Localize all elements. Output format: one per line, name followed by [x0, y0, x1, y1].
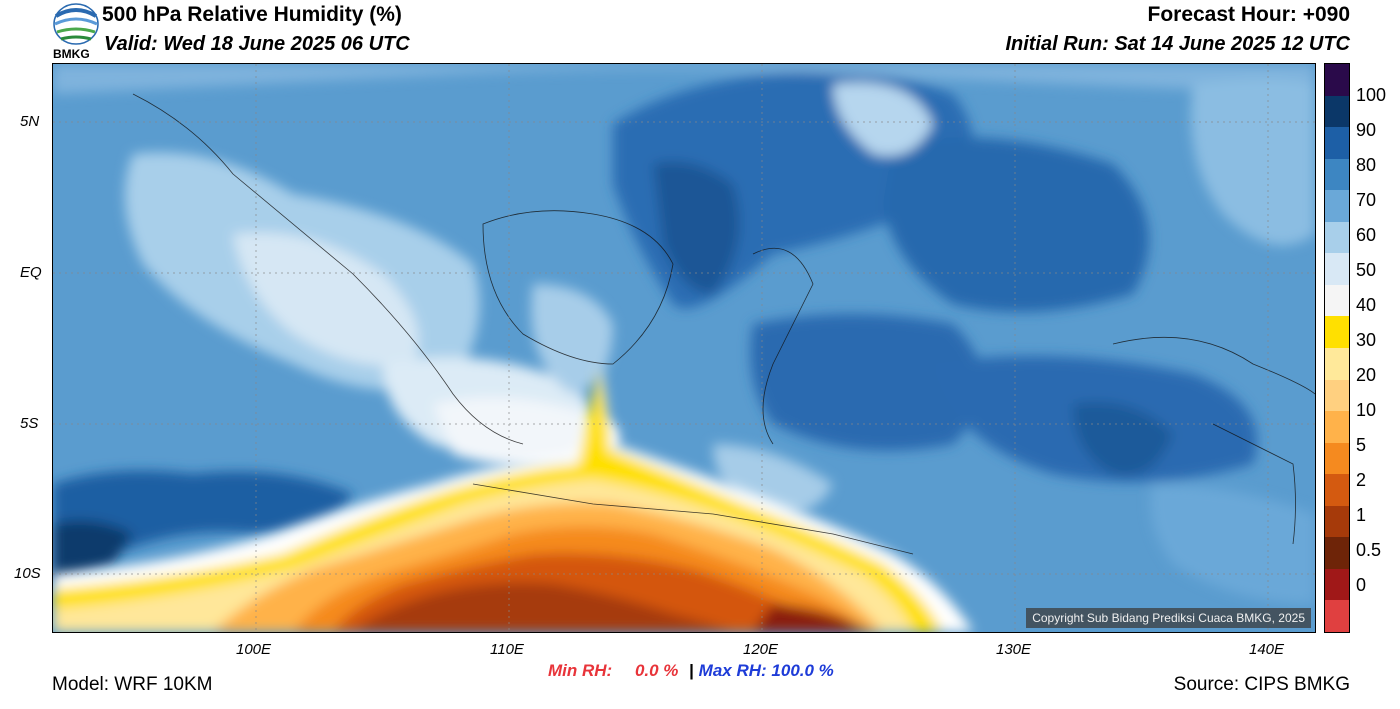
colorbar-level-label: 10	[1356, 399, 1377, 420]
lat-tick-eq: EQ	[20, 264, 42, 281]
colorbar-swatch	[1325, 95, 1349, 128]
colorbar-swatch	[1325, 411, 1349, 444]
colorbar-level-label: 2	[1356, 469, 1367, 490]
bmkg-logo-icon	[53, 3, 99, 45]
lon-tick-110e: 110E	[490, 641, 524, 658]
colorbar-level-label: 1	[1356, 504, 1367, 525]
colorbar-swatch	[1325, 158, 1349, 191]
colorbar-swatch	[1325, 505, 1349, 538]
lat-tick-10s: 10S	[14, 565, 41, 582]
lon-tick-140e: 140E	[1249, 641, 1285, 658]
lat-tick-5n: 5N	[20, 113, 40, 130]
lon-tick-120e: 120E	[743, 641, 779, 658]
colorbar-level-label: 0	[1356, 574, 1367, 595]
lat-tick-5s: 5S	[20, 415, 39, 432]
colorbar-swatch	[1325, 537, 1349, 570]
data-source: Source: CIPS BMKG	[1173, 674, 1350, 695]
colorbar-level-label: 40	[1356, 294, 1377, 315]
colorbar-swatch	[1325, 442, 1349, 475]
rh-stats: Min RH: 0.0 % | Max RH: 100.0 %	[548, 661, 834, 681]
model-name: Model: WRF 10KM	[52, 674, 213, 695]
logo-text: BMKG	[53, 47, 90, 61]
max-rh-label: Max RH:	[698, 661, 767, 680]
colorbar-swatch	[1325, 64, 1349, 97]
colorbar-level-label: 30	[1356, 329, 1377, 350]
colorbar-swatch	[1325, 474, 1349, 507]
colorbar-swatch	[1325, 284, 1349, 317]
initial-run: Initial Run: Sat 14 June 2025 12 UTC	[1005, 33, 1350, 55]
colorbar-swatch	[1325, 379, 1349, 412]
colorbar-level-label: 50	[1356, 259, 1377, 280]
colorbar-level-label: 0.5	[1356, 539, 1382, 560]
lon-tick-130e: 130E	[996, 641, 1032, 658]
colorbar-level-label: 80	[1356, 154, 1377, 175]
humidity-map: Copyright Sub Bidang Prediksi Cuaca BMKG…	[52, 63, 1316, 633]
colorbar-swatch	[1325, 253, 1349, 286]
colorbar-swatch	[1325, 221, 1349, 254]
colorbar-level-label: 90	[1356, 119, 1377, 140]
colorbar-swatch	[1325, 127, 1349, 160]
humidity-field	[53, 64, 1315, 632]
copyright-notice: Copyright Sub Bidang Prediksi Cuaca BMKG…	[1026, 608, 1311, 628]
stats-separator: |	[689, 661, 694, 680]
lon-tick-100e: 100E	[236, 641, 272, 658]
map-title: 500 hPa Relative Humidity (%)	[102, 3, 402, 26]
colorbar-level-label: 20	[1356, 364, 1377, 385]
colorbar	[1324, 63, 1350, 633]
max-rh-value: 100.0 %	[771, 661, 834, 680]
colorbar-swatch	[1325, 190, 1349, 223]
colorbar-swatch	[1325, 348, 1349, 381]
colorbar-swatch	[1325, 600, 1349, 633]
forecast-hour: Forecast Hour: +090	[1147, 3, 1351, 26]
colorbar-swatch	[1325, 568, 1349, 601]
min-rh-value: 0.0 %	[634, 661, 679, 680]
colorbar-level-label: 100	[1356, 84, 1387, 105]
bmkg-logo: BMKG	[52, 2, 100, 61]
colorbar-level-label: 70	[1356, 189, 1377, 210]
colorbar-swatch	[1325, 316, 1349, 349]
colorbar-level-label: 5	[1356, 434, 1367, 455]
valid-time: Valid: Wed 18 June 2025 06 UTC	[104, 33, 410, 55]
min-rh-label: Min RH:	[548, 661, 613, 680]
colorbar-level-label: 60	[1356, 224, 1377, 245]
